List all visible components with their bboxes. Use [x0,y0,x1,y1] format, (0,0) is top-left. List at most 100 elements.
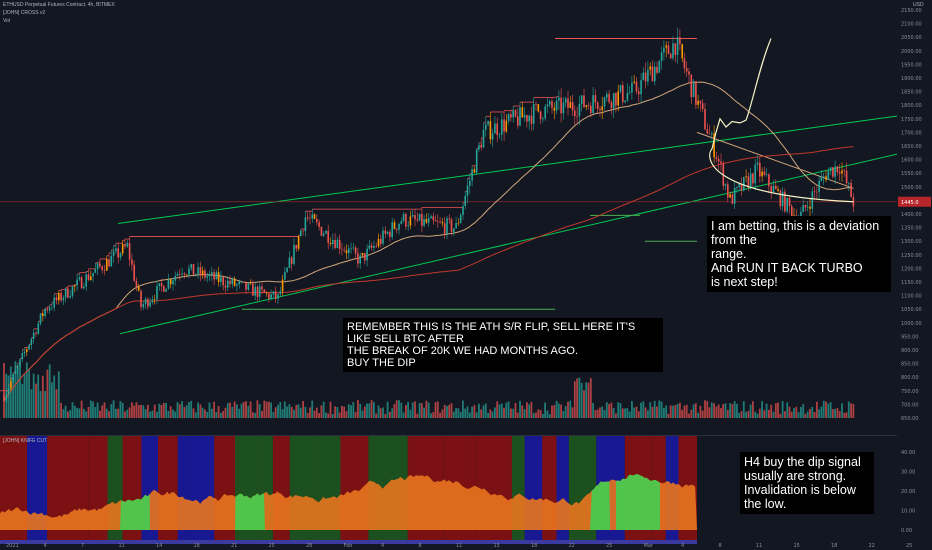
candle-body [580,95,583,105]
candle-body [211,272,213,275]
volume-bar [749,404,752,418]
price-tick-label: 1350.00 [901,226,922,232]
candle-body [558,97,560,101]
candle-body [215,272,218,280]
candle-body [293,245,295,264]
volume-bars [3,361,855,418]
volume-bar [494,407,496,418]
time-tick-label: 22 [569,543,575,549]
candle-body [368,245,371,249]
candle-body [727,184,729,198]
candle-body [656,66,658,73]
candle-body [619,85,622,92]
candle-body [236,284,238,286]
candle-body [491,133,494,140]
candle-body [617,91,619,106]
volume-bar [220,412,222,418]
candle-body [217,272,220,282]
price-tick-label: 850.00 [901,362,919,368]
candle-body [5,394,8,401]
volume-bar [809,408,811,418]
candle-body [555,100,558,111]
candle-body [281,279,284,292]
candle-body [12,373,14,382]
volume-bar [608,404,610,418]
volume-bar [80,400,83,418]
volume-bar [628,411,631,418]
volume-bar [12,377,14,418]
price-tick-label: 1050.00 [901,307,922,313]
candle-body [430,216,432,219]
candle-body [813,191,816,192]
candle-body [19,359,21,366]
candle-body [574,110,576,117]
candle-body [343,249,345,251]
candle-body [32,332,35,339]
candle-body [848,183,850,184]
currency-label: USD [913,2,924,8]
candle-body [496,123,498,136]
volume-bar [19,363,21,418]
price-tick-label: 1750.00 [901,117,922,123]
candle-body [781,191,784,207]
candle-body [478,144,480,150]
volume-bar [576,378,578,418]
volume-bar [341,405,343,418]
candle-body [596,102,599,109]
volume-bar [688,413,690,418]
volume-bar [370,400,373,418]
candle-body [679,37,681,45]
volume-bar [667,413,670,418]
volume-bar [137,404,140,418]
volume-bar [802,404,805,418]
volume-bar [35,383,37,418]
volume-bar [567,401,569,418]
candle-body [400,221,403,224]
volume-bar [345,411,348,418]
candle-body [706,129,709,134]
volume-bar [747,410,750,418]
candle-body [626,93,629,101]
volume-bar [357,400,359,418]
oscillator-area [0,474,697,530]
volume-bar [699,405,702,418]
volume-bar [519,400,521,418]
volume-bar [89,400,92,418]
candle-body [526,115,528,122]
volume-bar [172,409,174,418]
volume-bar [539,409,542,418]
volume-bar [121,402,124,418]
candle-body [99,263,101,267]
volume-bar [605,402,608,418]
volume-bar [484,403,487,418]
candle-body [131,259,133,265]
candle-body [418,213,421,221]
volume-bar [382,407,384,418]
volume-bar [240,403,243,418]
candle-body [147,298,149,307]
candle-body [631,82,633,93]
candle-body [427,218,430,223]
price-tick-label: 900.00 [901,348,919,354]
candle-body [359,255,361,264]
candle-body [845,170,848,184]
candle-body [199,267,202,276]
candle-body [386,231,389,234]
candle-body [439,221,441,223]
candle-body [822,176,825,178]
volume-bar [336,407,339,418]
candle-body [608,93,610,103]
candle-body [537,104,540,112]
candle-body [174,275,177,281]
volume-bar [564,406,567,418]
volume-bar [797,412,800,418]
candle-body [446,218,448,234]
candle-body [503,119,505,132]
volume-bar [213,401,215,418]
osc-tick-label: 0.00 [901,528,912,534]
volume-bar [731,403,734,418]
candle-body [334,240,336,248]
volume-bar [313,410,316,418]
deviation-note: I am betting, this is a deviation from t… [707,216,891,292]
